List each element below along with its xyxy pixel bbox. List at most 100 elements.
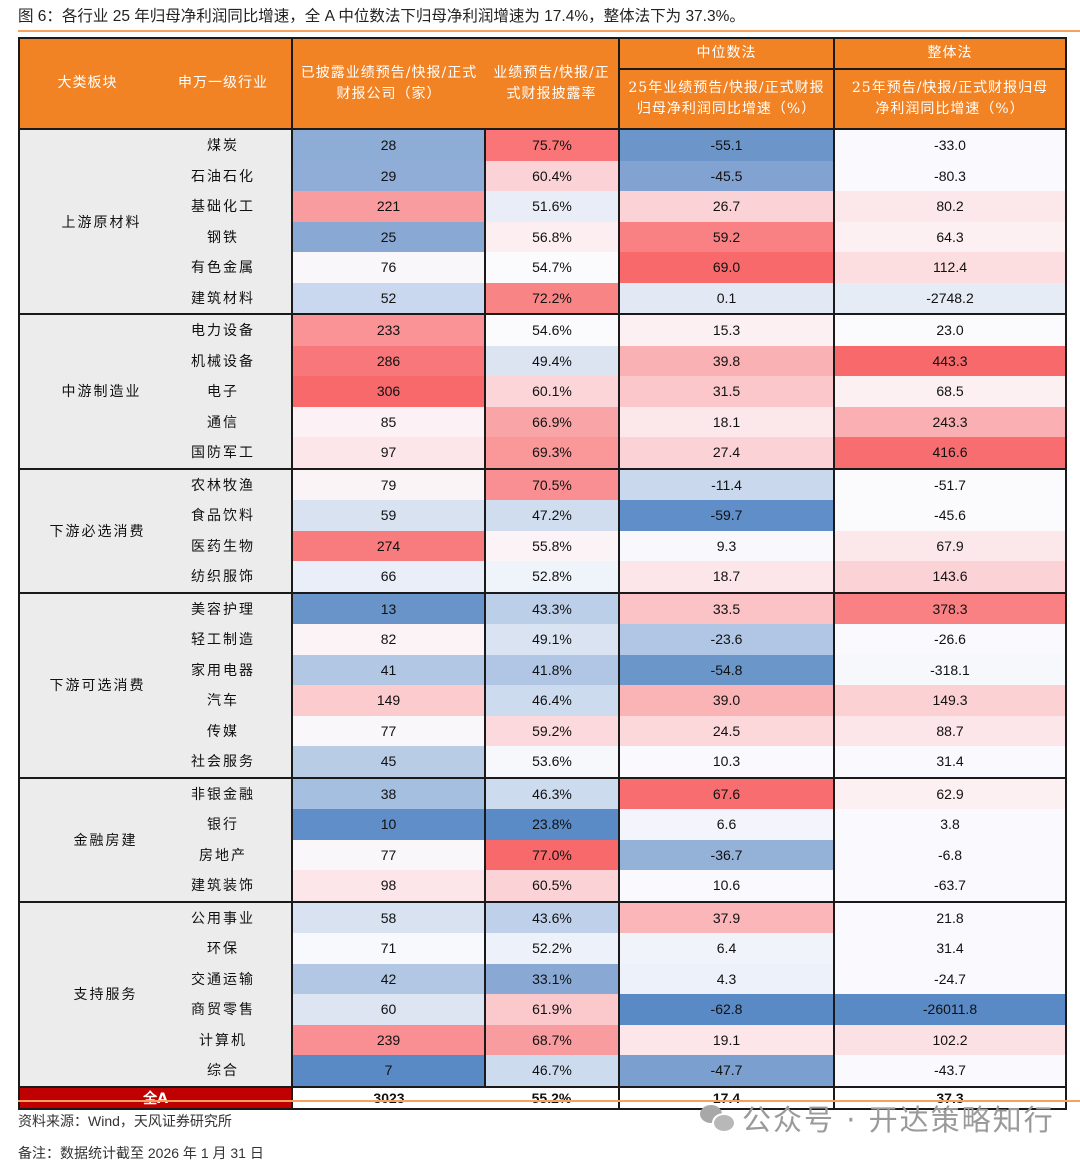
median-growth: -45.5	[618, 160, 834, 191]
disclosed-count: 306	[291, 376, 485, 407]
industry-name: 房地产	[155, 839, 292, 870]
overall-growth: 64.3	[833, 221, 1067, 252]
industry-name: 有色金属	[155, 252, 292, 283]
table-row: 汽车 149 46.4% 39.0 149.3	[19, 685, 1067, 716]
table-row: 中游制造业 电力设备 233 54.6% 15.3 23.0	[18, 313, 1067, 469]
disclosed-count: 221	[291, 191, 485, 222]
disclosure-rate: 43.3%	[484, 591, 619, 624]
disclosure-rate: 43.6%	[484, 900, 619, 933]
median-growth: 31.5	[618, 376, 834, 407]
disclosed-count: 52	[291, 282, 485, 314]
disclosed-count: 239	[291, 1024, 485, 1055]
table-row: 下游必选消费 农林牧渔 79 70.5% -11.4 -51.7	[18, 467, 1067, 593]
industry-name: 计算机	[155, 1024, 292, 1055]
overall-growth: 443.3	[833, 345, 1067, 376]
industry-name: 银行	[155, 809, 292, 840]
industry-name: 钢铁	[155, 221, 292, 252]
header-group-label: 大类板块	[57, 75, 118, 91]
overall-growth: -6.8	[833, 839, 1067, 870]
overall-growth: 416.6	[833, 437, 1067, 469]
median-growth: -62.8	[618, 994, 834, 1025]
disclosure-rate: 46.7%	[484, 1055, 619, 1087]
overall-growth: 88.7	[833, 715, 1067, 746]
industry-name: 煤炭	[155, 128, 292, 161]
group-label: 支持服务	[18, 900, 155, 1087]
median-growth: -47.7	[618, 1055, 834, 1087]
industry-name: 纺织服饰	[155, 561, 292, 593]
disclosed-count: 59	[291, 500, 485, 531]
total-label: 全A	[18, 1085, 292, 1110]
median-growth: 37.9	[618, 900, 834, 933]
overall-growth: 67.9	[833, 530, 1067, 561]
header-count-label: 已披露业绩预告/快报/正式财报公司（家）	[300, 64, 478, 102]
median-growth: 10.3	[618, 746, 834, 778]
overall-growth: -26011.8	[833, 994, 1067, 1025]
disclosure-rate: 54.7%	[484, 252, 619, 283]
disclosure-rate: 53.6%	[484, 746, 619, 778]
table-row: 交通运输 42 33.1% 4.3 -24.7	[19, 963, 1067, 994]
disclosed-count: 13	[291, 591, 485, 624]
disclosed-count: 98	[291, 870, 485, 902]
header-median-group: 中位数法	[618, 37, 835, 70]
wechat-icon	[700, 1103, 736, 1133]
table-row: 银行 10 23.8% 6.6 3.8	[19, 809, 1067, 840]
overall-growth: -33.0	[833, 128, 1067, 161]
disclosure-rate: 55.8%	[484, 530, 619, 561]
total-overall: 37.3	[833, 1085, 1067, 1110]
table-row: 综合 7 46.7% -47.7 -43.7	[19, 1055, 1067, 1087]
group-label: 上游原材料	[18, 128, 155, 314]
group-label: 下游必选消费	[18, 467, 155, 593]
watermark: 公众号 · 开达策略知行	[700, 1097, 1055, 1139]
industry-name: 基础化工	[155, 191, 292, 222]
disclosure-rate: 51.6%	[484, 191, 619, 222]
table-row: 下游可选消费 美容护理 13 43.3% 33.5 378.3	[18, 591, 1067, 778]
median-growth: -55.1	[618, 128, 834, 161]
disclosed-count: 66	[291, 561, 485, 593]
disclosed-count: 149	[291, 685, 485, 716]
median-growth: 59.2	[618, 221, 834, 252]
disclosure-rate: 75.7%	[484, 128, 619, 161]
total-rate: 55.2%	[485, 1085, 619, 1110]
disclosed-count: 10	[291, 809, 485, 840]
overall-growth: -24.7	[833, 963, 1067, 994]
table-row: 计算机 239 68.7% 19.1 102.2	[19, 1024, 1067, 1055]
disclosed-count: 79	[291, 467, 485, 500]
table-row: 机械设备 286 49.4% 39.8 443.3	[19, 345, 1067, 376]
table-row: 钢铁 25 56.8% 59.2 64.3	[19, 221, 1067, 252]
median-growth: -23.6	[618, 624, 834, 655]
median-growth: 18.7	[618, 561, 834, 593]
disclosed-count: 25	[291, 221, 485, 252]
total-row: 全A 3023 55.2% 17.4 37.3	[18, 1085, 1067, 1110]
overall-growth: 143.6	[833, 561, 1067, 593]
date-note: 备注：数据统计截至 2026 年 1 月 31 日	[18, 1145, 264, 1161]
header-industry-label: 申万一级行业	[178, 75, 268, 91]
overall-growth: 112.4	[833, 252, 1067, 283]
disclosure-rate: 61.9%	[484, 994, 619, 1025]
disclosure-rate: 66.9%	[484, 406, 619, 437]
disclosure-rate: 70.5%	[484, 467, 619, 500]
group-label: 中游制造业	[18, 313, 155, 469]
disclosure-rate: 59.2%	[484, 715, 619, 746]
header-median-col: 25年业绩预告/快报/正式财报归母净利润同比增速（%）	[618, 68, 835, 130]
overall-growth: 21.8	[833, 900, 1067, 933]
industry-name: 汽车	[155, 685, 292, 716]
disclosure-rate: 72.2%	[484, 282, 619, 314]
group-label: 下游可选消费	[18, 591, 155, 778]
median-growth: 19.1	[618, 1024, 834, 1055]
disclosure-rate: 60.5%	[484, 870, 619, 902]
industry-profit-table: 大类板块 申万一级行业 已披露业绩预告/快报/正式财报公司（家） 业绩预告/快报…	[18, 37, 1067, 1110]
watermark-text: 公众号 · 开达策略知行	[742, 1103, 1055, 1137]
median-growth: 15.3	[618, 313, 834, 346]
disclosed-count: 42	[291, 963, 485, 994]
industry-name: 轻工制造	[155, 624, 292, 655]
industry-name: 商贸零售	[155, 994, 292, 1025]
industry-name: 石油石化	[155, 160, 292, 191]
median-growth: 39.0	[618, 685, 834, 716]
median-growth: 18.1	[618, 406, 834, 437]
industry-name: 食品饮料	[155, 500, 292, 531]
table-row: 医药生物 274 55.8% 9.3 67.9	[19, 530, 1067, 561]
table-row: 家用电器 41 41.8% -54.8 -318.1	[19, 654, 1067, 685]
disclosure-rate: 52.2%	[484, 933, 619, 964]
disclosure-rate: 49.4%	[484, 345, 619, 376]
figure-title: 图 6：各行业 25 年归母净利润同比增速，全 A 中位数法下归母净利润增速为 …	[18, 8, 745, 25]
